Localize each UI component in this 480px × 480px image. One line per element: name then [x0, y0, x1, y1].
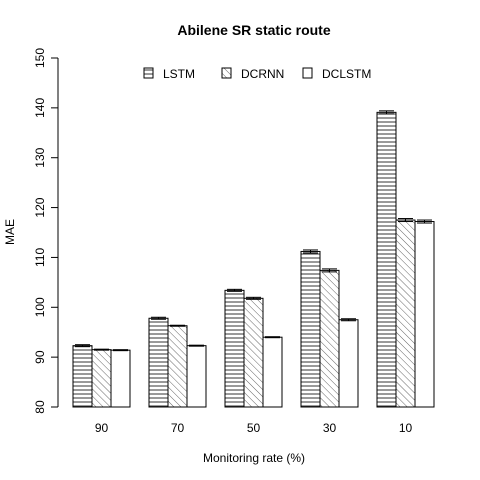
legend-swatch-lstm — [143, 67, 154, 79]
x-axis: 90 70 50 30 10 — [95, 421, 413, 435]
bar-lstm-30 — [300, 250, 321, 408]
bar-dclstm-30 — [338, 319, 359, 408]
bar-dcrnn-50 — [243, 297, 264, 408]
legend-label-lstm: LSTM — [163, 67, 195, 81]
x-tick-label: 50 — [247, 421, 261, 435]
y-tick-label: 90 — [33, 350, 47, 364]
bar-lstm-90 — [72, 345, 93, 408]
y-tick-label: 110 — [33, 248, 47, 267]
bar-dcrnn-90 — [91, 349, 112, 408]
bar-dcrnn-10 — [395, 219, 416, 408]
legend-label-dcrnn: DCRNN — [241, 67, 284, 81]
y-axis: 80 90 100 110 120 130 140 150 — [33, 48, 59, 414]
y-tick-label: 100 — [33, 297, 47, 317]
legend-label-dclstm: DCLSTM — [322, 67, 371, 81]
x-axis-label: Monitoring rate (%) — [203, 451, 305, 465]
y-tick-label: 120 — [33, 197, 47, 217]
y-axis-label: MAE — [3, 219, 17, 245]
x-tick-label: 30 — [323, 421, 337, 435]
y-tick-label: 150 — [33, 48, 47, 68]
bar-lstm-50 — [224, 289, 245, 408]
y-tick-label: 140 — [33, 98, 47, 118]
bar-lstm-70 — [148, 317, 169, 408]
bars-group — [72, 110, 435, 408]
legend-swatch-dcrnn — [221, 67, 232, 79]
bar-dcrnn-30 — [319, 269, 340, 408]
x-tick-label: 90 — [95, 421, 109, 435]
bar-dclstm-70 — [186, 345, 207, 408]
bar-dclstm-90 — [110, 349, 131, 408]
x-tick-label: 10 — [399, 421, 413, 435]
y-tick-label: 130 — [33, 147, 47, 167]
legend-swatch-dclstm — [302, 67, 313, 79]
x-tick-label: 70 — [171, 421, 185, 435]
legend: LSTM DCRNN DCLSTM — [143, 67, 371, 81]
bar-lstm-10 — [376, 111, 397, 408]
bar-dcrnn-70 — [167, 325, 188, 408]
chart-title: Abilene SR static route — [177, 22, 330, 38]
bar-dclstm-10 — [414, 221, 435, 408]
bar-dclstm-50 — [262, 336, 283, 408]
y-tick-label: 80 — [33, 400, 47, 414]
